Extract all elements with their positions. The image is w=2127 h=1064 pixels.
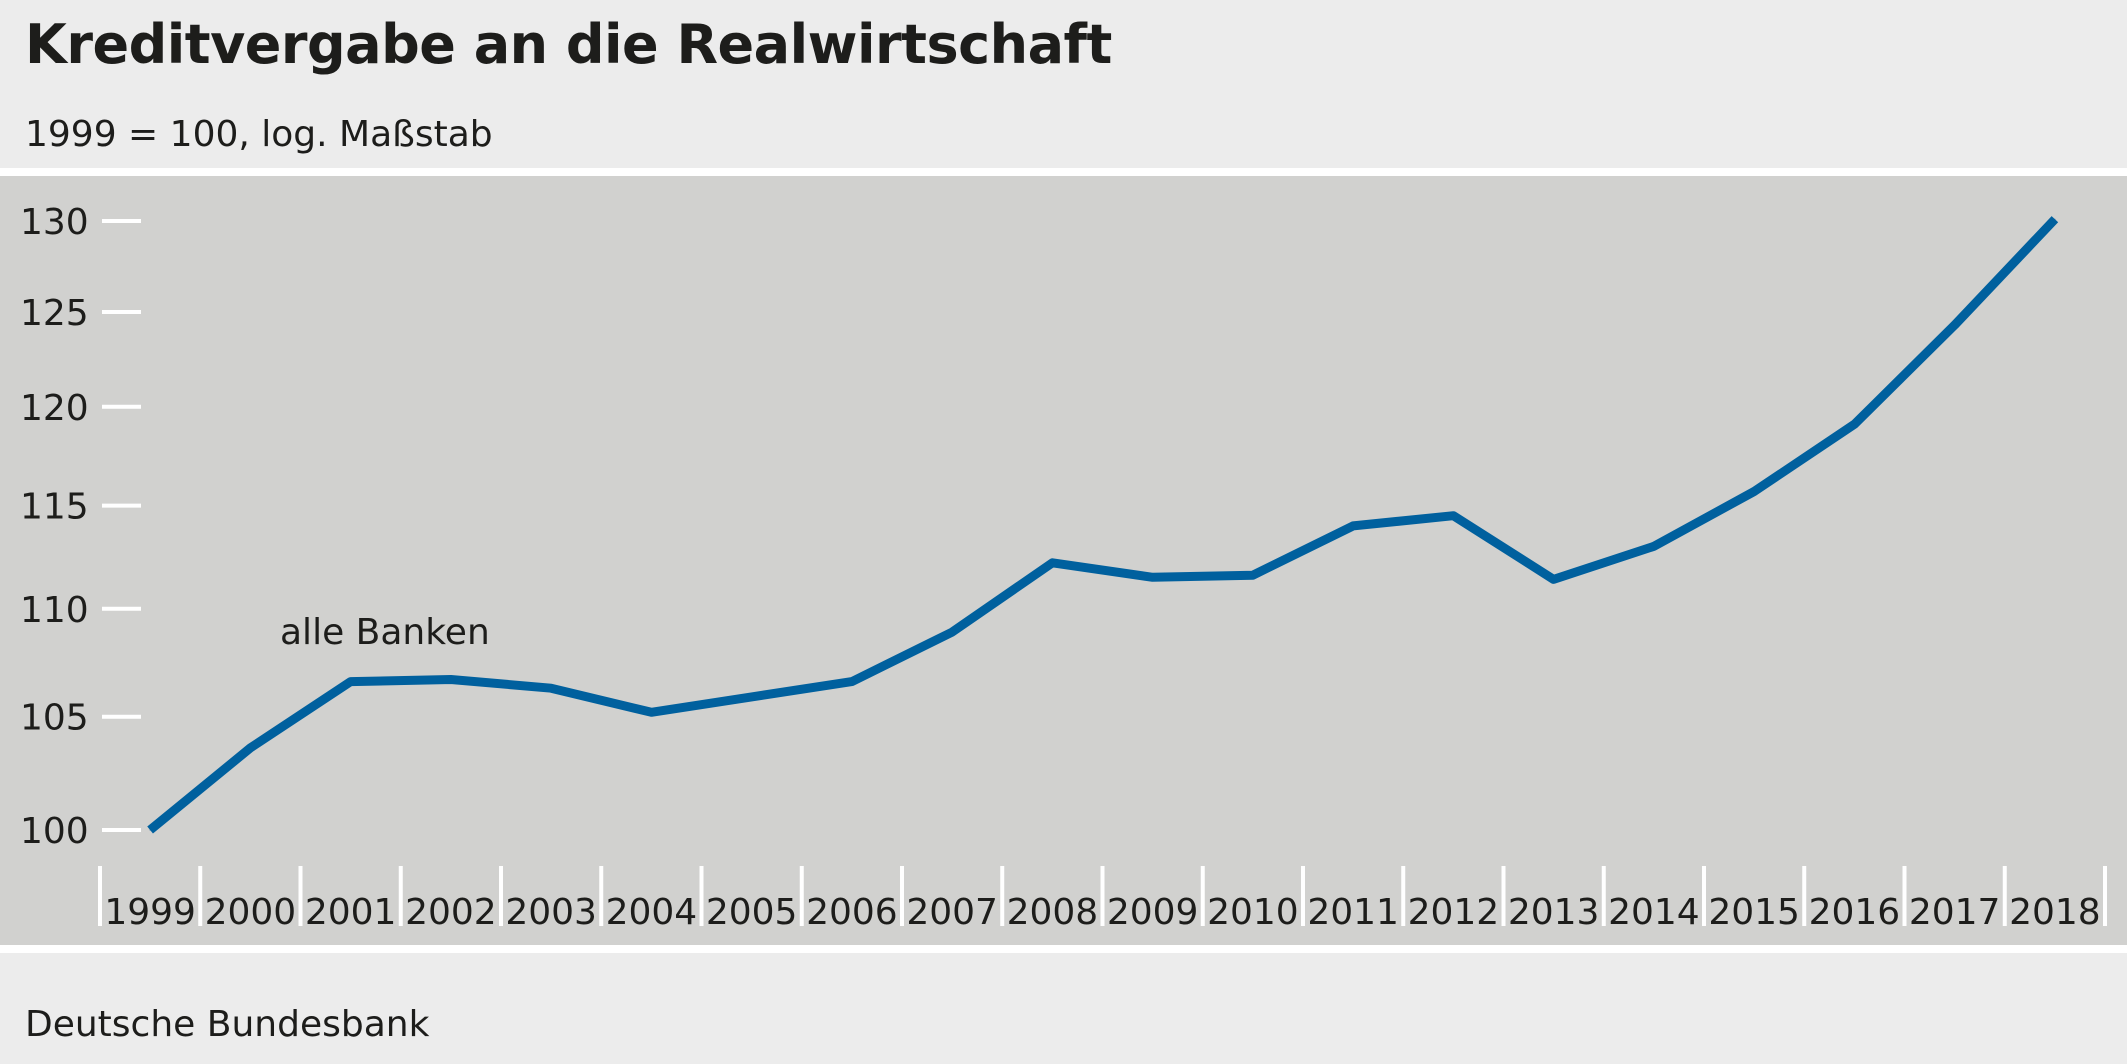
y-tick-label: 100 [20,811,89,852]
chart-subtitle: 1999 = 100, log. Maßstab [25,114,493,155]
data-point [1252,574,1254,576]
y-tick-label: 115 [20,487,89,528]
x-tick-label: 2009 [1107,892,1199,933]
y-tick-label: 130 [20,202,89,243]
x-tick-label: 2010 [1207,892,1299,933]
data-point [1352,525,1354,527]
chart-title: Kreditvergabe an die Realwirtschaft [25,13,1112,76]
data-point [1553,578,1555,580]
data-point [951,631,953,633]
x-tick-label: 2007 [906,892,998,933]
source-note: Deutsche Bundesbank [25,1004,430,1045]
data-point [2054,218,2056,220]
x-tick-label: 2003 [505,892,597,933]
data-point [650,711,652,713]
x-tick-label: 2008 [1007,892,1099,933]
data-point [450,678,452,680]
x-tick-label: 2016 [1809,892,1901,933]
data-point [1753,490,1755,492]
x-tick-label: 2017 [1909,892,2001,933]
data-point [751,696,753,698]
x-tick-label: 2018 [2009,892,2101,933]
x-tick-label: 1999 [104,892,196,933]
data-point [1954,324,1956,326]
data-point [1653,545,1655,547]
data-point [1452,515,1454,517]
data-point [350,681,352,683]
y-tick-label: 125 [20,293,89,334]
series-label: alle Banken [280,612,490,653]
data-point [1051,562,1053,564]
x-tick-label: 2000 [205,892,297,933]
x-tick-label: 2005 [706,892,798,933]
x-tick-label: 2013 [1508,892,1600,933]
x-tick-label: 2011 [1307,892,1399,933]
series-line [147,216,2059,834]
series-layer [147,216,2059,834]
x-tick-label: 2001 [305,892,397,933]
data-point [1853,423,1855,425]
data-point [851,681,853,683]
data-point [249,747,251,749]
data-point [149,829,151,831]
y-tick-label: 120 [20,388,89,429]
y-tick-label: 105 [20,698,89,739]
x-tick-label: 2012 [1408,892,1500,933]
x-tick-label: 2004 [606,892,698,933]
data-point [550,687,552,689]
x-axis: 1999 2000 2001 2002 2003 2004 2005 2006 2007 2008… [98,866,2107,933]
y-tick-label: 110 [20,590,89,631]
x-tick-label: 2014 [1608,892,1700,933]
x-tick-label: 2006 [806,892,898,933]
x-tick-label: 2015 [1708,892,1800,933]
y-axis: 100 105 110 115 120 125 130 [20,202,141,852]
data-point [1152,576,1154,578]
x-tick-label: 2002 [405,892,497,933]
